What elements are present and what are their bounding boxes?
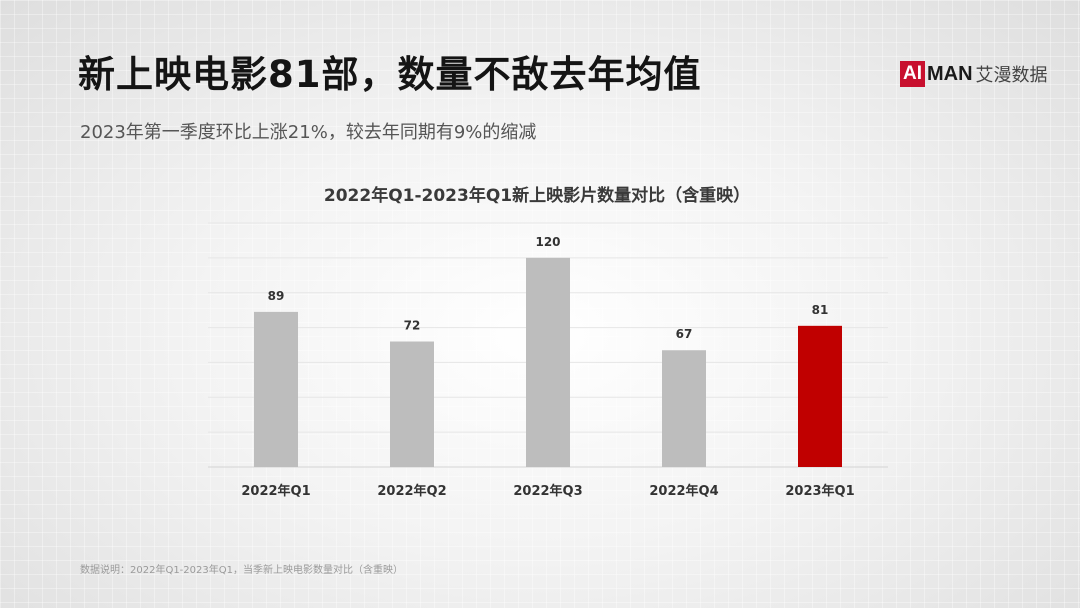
data-label-5: 81 <box>812 303 829 317</box>
footnote: 数据说明：2022年Q1-2023年Q1，当季新上映电影数量对比（含重映） <box>80 565 403 576</box>
page-title: 新上映电影81部，数量不敌去年均值 <box>78 53 702 96</box>
bar-2 <box>390 341 434 467</box>
chart-bars <box>254 257 842 467</box>
chart-labels: 89 2022年Q1 72 2022年Q2 120 2022年Q3 67 2022年Q4 81 2… <box>241 235 854 499</box>
x-tick-label-5: 2023年Q1 <box>785 483 854 499</box>
logo-mark: AI <box>900 61 925 87</box>
bar-chart: 2022年Q1-2023年Q1新上映影片数量对比（含重映） 89 2022年Q1 7… <box>208 185 888 499</box>
bar-5 <box>798 325 842 467</box>
data-label-4: 67 <box>676 327 693 341</box>
logo-name: 艾漫数据 <box>975 65 1048 86</box>
chart-title: 2022年Q1-2023年Q1新上映影片数量对比（含重映） <box>324 185 750 206</box>
bar-3 <box>526 257 570 467</box>
logo-brand: MAN <box>927 62 973 85</box>
data-label-3: 120 <box>535 235 560 249</box>
x-tick-label-2: 2022年Q2 <box>377 483 446 499</box>
x-tick-label-1: 2022年Q1 <box>241 483 310 499</box>
bar-1 <box>254 311 298 467</box>
bar-4 <box>662 350 706 467</box>
data-label-2: 72 <box>404 319 421 333</box>
x-tick-label-4: 2022年Q4 <box>649 483 718 499</box>
brand-logo: AI MAN 艾漫数据 <box>900 60 1048 88</box>
x-tick-label-3: 2022年Q3 <box>513 483 582 499</box>
data-label-1: 89 <box>268 289 285 303</box>
page-subtitle: 2023年第一季度环比上涨21%，较去年同期有9%的缩减 <box>80 122 537 143</box>
